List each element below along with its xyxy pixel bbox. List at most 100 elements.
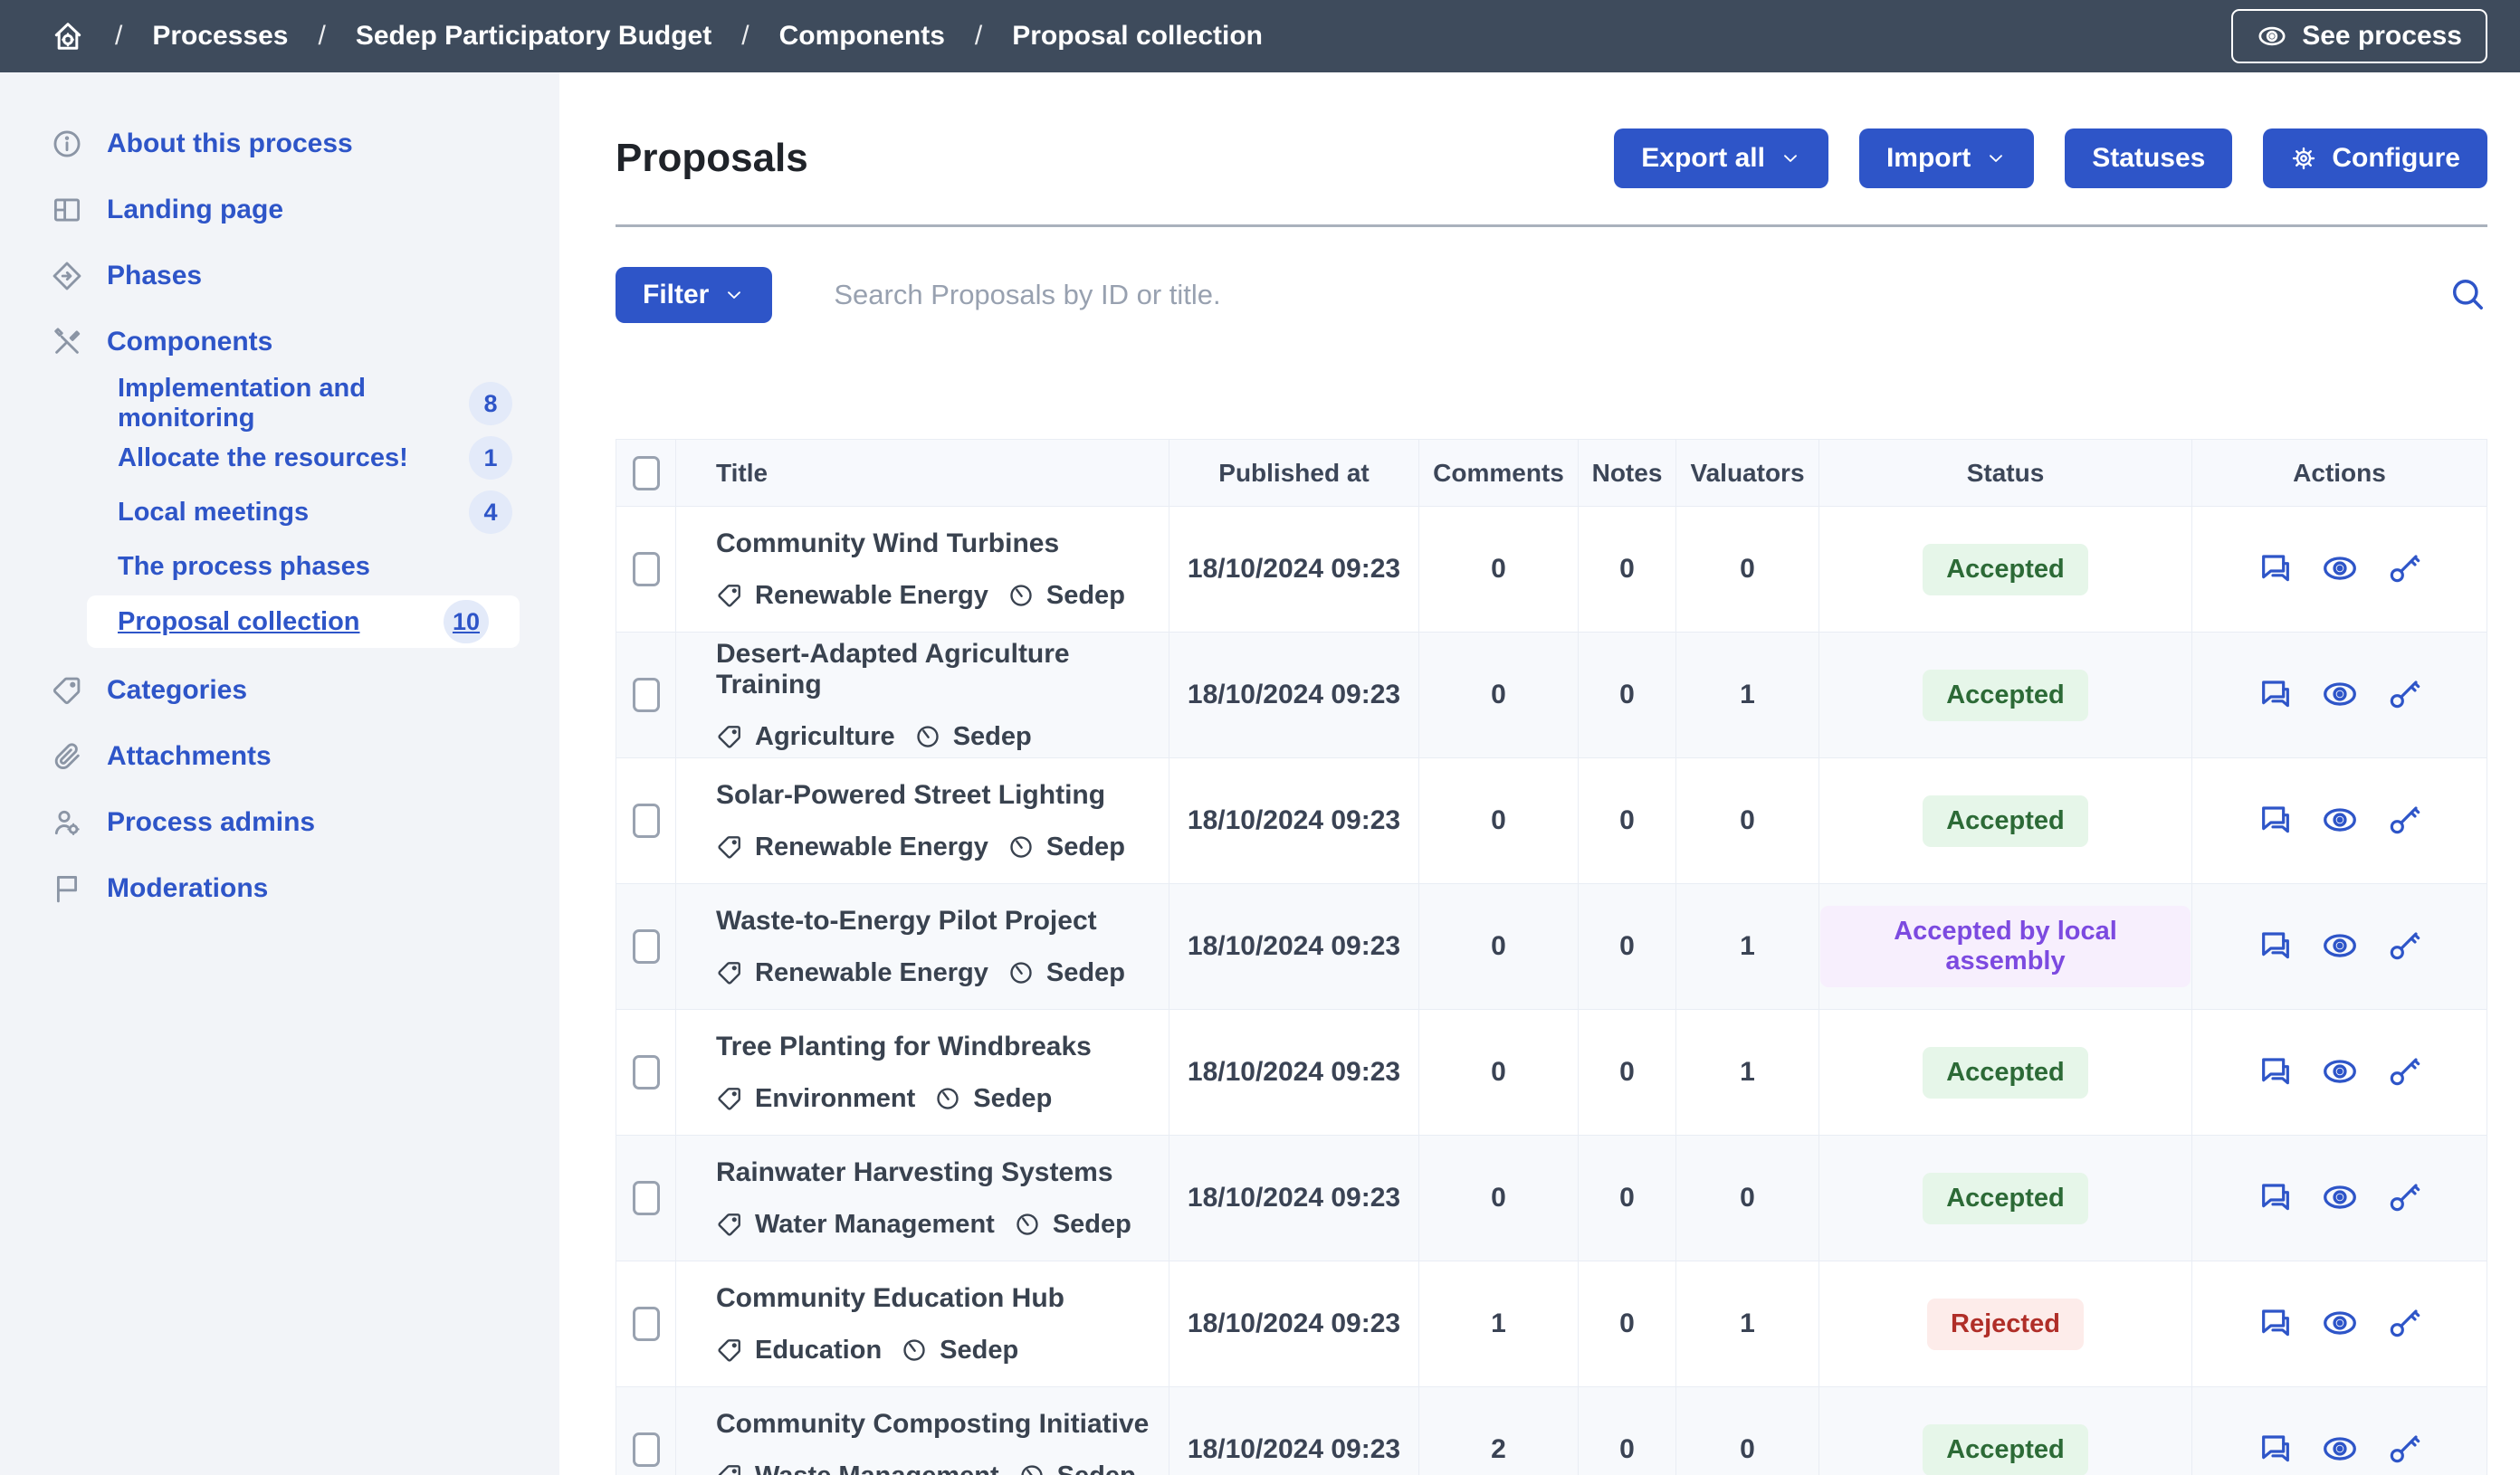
main-content: Proposals Export all Import Statuses Con… — [559, 72, 2520, 1475]
export-all-button[interactable]: Export all — [1614, 128, 1828, 188]
permissions-button[interactable] — [2386, 1431, 2422, 1470]
sidebar-subitem-local-meetings[interactable]: Local meetings 4 — [0, 485, 559, 539]
status-badge: Rejected — [1927, 1298, 2084, 1350]
comments-count: 0 — [1418, 883, 1579, 1010]
proposal-category: Renewable Energy — [755, 957, 988, 987]
notes-count: 0 — [1578, 1135, 1676, 1261]
scope-icon — [901, 1337, 928, 1364]
sidebar-subitem-allocate-the-resources[interactable]: Allocate the resources! 1 — [0, 431, 559, 485]
answer-proposal-button[interactable] — [2258, 928, 2294, 966]
process-sidebar: About this process Landing page Phases Comp… — [0, 72, 559, 1475]
answer-proposal-button[interactable] — [2258, 1431, 2294, 1470]
permissions-button[interactable] — [2386, 1053, 2422, 1092]
proposal-meta: Renewable Energy Sedep — [716, 833, 1150, 862]
column-header-notes: Notes — [1578, 439, 1676, 507]
proposal-meta: Environment Sedep — [716, 1084, 1150, 1114]
preview-proposal-button[interactable] — [2321, 549, 2359, 590]
row-checkbox[interactable] — [632, 552, 660, 586]
proposal-meta: Water Management Sedep — [716, 1210, 1150, 1240]
tag-icon — [716, 1337, 743, 1364]
breadcrumb-link-sedep-participatory-budget[interactable]: Sedep Participatory Budget — [355, 21, 712, 51]
sidebar-item-attachments[interactable]: Attachments — [0, 723, 559, 789]
count-badge: 1 — [469, 436, 512, 480]
tag-icon — [716, 959, 743, 986]
configure-button[interactable]: Configure — [2263, 128, 2487, 188]
preview-proposal-button[interactable] — [2321, 927, 2359, 967]
comments-count: 0 — [1418, 632, 1579, 758]
eye-icon — [2257, 21, 2287, 52]
answer-proposal-button[interactable] — [2258, 1305, 2294, 1344]
preview-proposal-button[interactable] — [2321, 801, 2359, 842]
row-actions — [2193, 801, 2486, 842]
valuators-count: 0 — [1675, 1386, 1819, 1475]
see-process-button[interactable]: See process — [2231, 9, 2487, 63]
home-breadcrumb-link[interactable] — [51, 19, 85, 53]
permissions-button[interactable] — [2386, 676, 2422, 715]
valuators-count: 1 — [1675, 1009, 1819, 1136]
import-button[interactable]: Import — [1858, 128, 2035, 188]
row-actions — [2193, 1304, 2486, 1345]
tag-icon — [716, 1085, 743, 1112]
permissions-button[interactable] — [2386, 550, 2422, 589]
answer-proposal-button[interactable] — [2258, 676, 2294, 715]
preview-proposal-button[interactable] — [2321, 1304, 2359, 1345]
proposal-row: Waste-to-Energy Pilot Project Renewable E… — [616, 883, 2487, 1010]
row-checkbox[interactable] — [632, 804, 660, 838]
admin-topbar: / Processes / Sedep Participatory Budget / Co… — [0, 0, 2520, 72]
row-checkbox[interactable] — [632, 1307, 660, 1341]
statuses-button[interactable]: Statuses — [2065, 128, 2233, 188]
permissions-button[interactable] — [2386, 928, 2422, 966]
proposal-row: Community Wind Turbines Renewable Energy S… — [616, 506, 2487, 633]
row-checkbox[interactable] — [632, 929, 660, 964]
proposal-meta: Renewable Energy Sedep — [716, 581, 1150, 611]
answer-proposal-button[interactable] — [2258, 1053, 2294, 1092]
proposal-category: Environment — [755, 1083, 916, 1113]
comments-count: 0 — [1418, 1135, 1579, 1261]
search-input[interactable] — [832, 278, 2429, 312]
permissions-button[interactable] — [2386, 1305, 2422, 1344]
preview-proposal-button[interactable] — [2321, 1178, 2359, 1219]
preview-proposal-button[interactable] — [2321, 1052, 2359, 1093]
proposal-scope: Sedep — [1057, 1461, 1136, 1475]
row-checkbox[interactable] — [632, 678, 660, 712]
published-at: 18/10/2024 09:23 — [1169, 757, 1419, 884]
sidebar-item-landing-page[interactable]: Landing page — [0, 176, 559, 243]
row-checkbox[interactable] — [632, 1055, 660, 1090]
row-checkbox[interactable] — [632, 1432, 660, 1467]
chevron-down-icon — [1780, 148, 1801, 169]
preview-proposal-button[interactable] — [2321, 675, 2359, 716]
sidebar-item-about-this-process[interactable]: About this process — [0, 110, 559, 176]
sidebar-subitem-proposal-collection[interactable]: Proposal collection 10 — [87, 595, 520, 648]
sidebar-subitem-implementation-and-monitoring[interactable]: Implementation and monitoring 8 — [0, 374, 559, 433]
row-checkbox[interactable] — [632, 1181, 660, 1215]
answer-proposal-button[interactable] — [2258, 550, 2294, 589]
answer-proposal-button[interactable] — [2258, 802, 2294, 841]
sidebar-subitem-the-process-phases[interactable]: The process phases — [0, 539, 559, 594]
permissions-button[interactable] — [2386, 1179, 2422, 1218]
scope-icon — [914, 723, 941, 750]
tag-icon — [716, 1211, 743, 1238]
sidebar-subitem-label: Allocate the resources! — [118, 442, 408, 472]
breadcrumb-link-proposal-collection[interactable]: Proposal collection — [1012, 21, 1263, 51]
toolbar: Export all Import Statuses Configure — [1614, 128, 2487, 188]
search-button[interactable] — [2448, 274, 2487, 317]
breadcrumb: / Processes / Sedep Participatory Budget / Co… — [51, 19, 2231, 53]
notes-count: 0 — [1578, 1009, 1676, 1136]
sidebar-item-components[interactable]: Components — [0, 309, 559, 375]
scope-icon — [934, 1085, 961, 1112]
answer-proposal-button[interactable] — [2258, 1179, 2294, 1218]
sidebar-item-process-admins[interactable]: Process admins — [0, 789, 559, 855]
preview-proposal-button[interactable] — [2321, 1430, 2359, 1470]
select-all-checkbox[interactable] — [632, 455, 660, 490]
sidebar-item-categories[interactable]: Categories — [0, 657, 559, 723]
column-header-published-at: Published at — [1169, 439, 1419, 507]
breadcrumb-link-components[interactable]: Components — [778, 21, 945, 51]
valuators-count: 0 — [1675, 757, 1819, 884]
sidebar-item-moderations[interactable]: Moderations — [0, 855, 559, 921]
permissions-button[interactable] — [2386, 802, 2422, 841]
breadcrumb-link-processes[interactable]: Processes — [152, 21, 289, 51]
filter-button[interactable]: Filter — [616, 267, 773, 323]
sidebar-item-label: Components — [107, 326, 273, 357]
scope-icon — [1007, 833, 1035, 861]
sidebar-item-phases[interactable]: Phases — [0, 243, 559, 309]
